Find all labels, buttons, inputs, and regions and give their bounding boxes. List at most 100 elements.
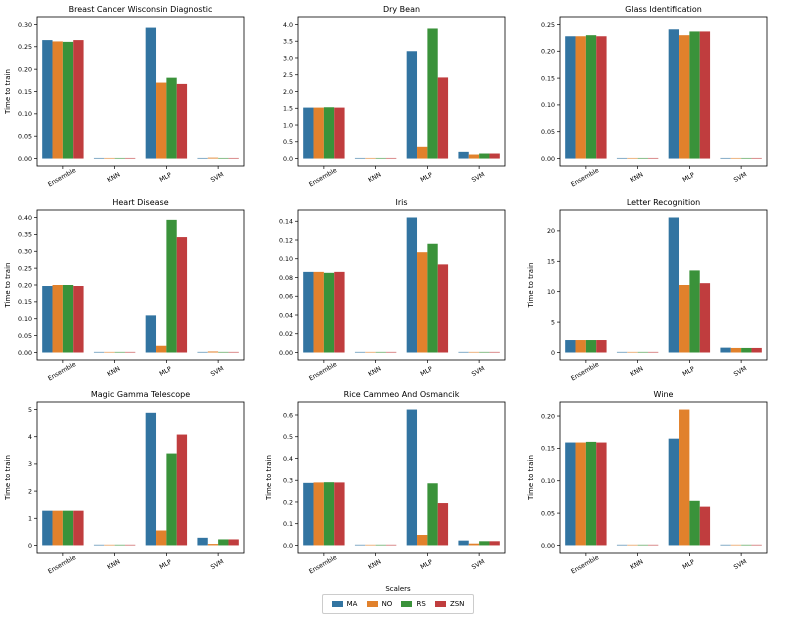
panel-dry-bean-bar-ensemble-ma: [303, 107, 314, 159]
panel-heart-disease-bar-svm-no: [207, 351, 219, 353]
panel-letter-recognition-bar-mlp-no: [679, 285, 690, 353]
panel-wine-bar-ensemble-rs: [585, 441, 597, 546]
panel-dry-bean-ytick-label: 3.5: [283, 39, 293, 46]
panel-glass-identification-bar-ensemble-rs: [585, 35, 597, 159]
panel-dry-bean-bar-mlp-no: [417, 146, 428, 159]
panel-magic-gamma-telescope-bar-ensemble-ma: [42, 510, 53, 546]
panel-wine-bar-ensemble-zsn: [596, 442, 607, 546]
panel-breast-cancer-wisconsin-diagnostic-ytick-label: 0.25: [18, 44, 32, 51]
panel-glass-identification-bar-svm-rs: [741, 157, 752, 159]
panel-letter-recognition-bar-knn-rs: [637, 351, 648, 353]
panel-rice-cammeo-and-osmancik-bar-knn-rs: [375, 544, 386, 546]
panel-dry-bean-ytick-label: 1.5: [283, 106, 293, 113]
panel-heart-disease-bar-svm-zsn: [228, 351, 239, 353]
panel-dry-bean-ytick-label: 0.5: [283, 139, 293, 146]
panel-iris-bar-mlp-ma: [406, 217, 418, 353]
panel-magic-gamma-telescope-bar-mlp-rs: [166, 453, 177, 546]
panel-iris-bar-ensemble-ma: [303, 271, 314, 353]
panel-glass-identification: Glass Identification 0.00 0.05 0.10 0.15 0.20…: [541, 5, 768, 188]
panel-dry-bean-xtick-label-mlp: MLP: [419, 171, 434, 184]
panel-dry-bean-ytick-label: 0.0: [283, 156, 293, 163]
panel-glass-identification-ytick-label: 0.00: [541, 156, 555, 163]
panel-rice-cammeo-and-osmancik-ytick-label: 0.0: [283, 543, 293, 550]
panel-magic-gamma-telescope-ytick-label: 4: [28, 434, 32, 441]
panel-letter-recognition-ytick-label: 20: [547, 228, 555, 235]
panel-letter-recognition-bar-ensemble-zsn: [596, 340, 607, 353]
panel-glass-identification-bar-ensemble-no: [575, 36, 586, 159]
panel-iris-ytick-label: 0.14: [279, 219, 293, 226]
panel-wine-ytick-label: 0.00: [541, 543, 555, 550]
panel-heart-disease-bar-knn-zsn: [124, 351, 136, 353]
panel-breast-cancer-wisconsin-diagnostic-xtick-label-mlp: MLP: [158, 171, 173, 184]
panel-glass-identification-bar-knn-ma: [616, 157, 628, 159]
legend-swatch-no: [366, 601, 378, 607]
panel-heart-disease-bar-svm-ma: [197, 351, 208, 353]
panel-iris-bar-svm-rs: [479, 351, 490, 353]
panel-glass-identification-xtick-label-svm: SVM: [733, 171, 748, 184]
panel-rice-cammeo-and-osmancik-ytick-label: 0.4: [283, 456, 293, 463]
panel-rice-cammeo-and-osmancik-bar-ensemble-ma: [303, 482, 314, 546]
panel-breast-cancer-wisconsin-diagnostic-bar-svm-no: [207, 157, 219, 159]
legend-item-zsn: ZSN: [434, 600, 465, 608]
panel-glass-identification-frame: [559, 16, 768, 167]
panel-glass-identification-xtick-label-mlp: MLP: [681, 171, 696, 184]
panel-wine-ytick-label: 0.05: [541, 510, 555, 517]
panel-wine-bar-ensemble-ma: [565, 442, 576, 546]
panel-breast-cancer-wisconsin-diagnostic-ytick-label: 0.30: [18, 22, 32, 29]
panel-glass-identification-bar-knn-no: [627, 157, 638, 159]
panel-dry-bean-xtick-label-ensemble: Ensemble: [308, 167, 338, 189]
panel-dry-bean-bar-mlp-ma: [406, 51, 418, 159]
panel-dry-bean: Dry Bean 0.0 0.5 1.0 1.5 2.0 2.5 3.0 3.5 4.0 Ensem…: [283, 5, 506, 189]
panel-magic-gamma-telescope-bar-ensemble-no: [52, 510, 63, 546]
panel-magic-gamma-telescope-xtick-label-mlp: MLP: [158, 558, 173, 571]
panel-iris-bar-ensemble-no: [313, 271, 324, 353]
panel-wine-frame: [559, 401, 768, 554]
panel-glass-identification-ytick-label: 0.15: [541, 75, 555, 82]
panel-heart-disease-title: Heart Disease: [112, 198, 168, 207]
panel-glass-identification-bar-svm-no: [730, 157, 742, 159]
panel-iris-bar-svm-no: [468, 351, 480, 353]
panel-wine-ylabel: Time to train: [527, 455, 535, 501]
panel-rice-cammeo-and-osmancik-bar-ensemble-zsn: [334, 482, 345, 546]
panel-letter-recognition-bar-knn-ma: [616, 351, 628, 353]
panel-rice-cammeo-and-osmancik-ytick-label: 0.2: [283, 499, 293, 506]
legend-label-zsn: ZSN: [449, 600, 465, 608]
panel-letter-recognition-xtick-label-mlp: MLP: [681, 365, 696, 378]
panel-rice-cammeo-and-osmancik-bar-svm-no: [468, 543, 480, 546]
panel-letter-recognition-ytick-label: 10: [547, 289, 555, 296]
panel-wine-ytick-label: 0.20: [541, 413, 555, 420]
panel-iris-bar-mlp-no: [417, 252, 428, 353]
panel-letter-recognition-title: Letter Recognition: [627, 198, 700, 207]
panel-dry-bean-ytick-label: 2.0: [283, 89, 293, 96]
panel-breast-cancer-wisconsin-diagnostic: Breast Cancer Wisconsin Diagnostic 0.00 0.…: [4, 5, 245, 188]
panel-rice-cammeo-and-osmancik-xtick-label-ensemble: Ensemble: [308, 554, 338, 576]
panel-heart-disease-ytick-label: 0.10: [18, 316, 32, 323]
panel-rice-cammeo-and-osmancik-xtick-label-svm: SVM: [471, 558, 486, 571]
panel-wine-bar-svm-rs: [741, 544, 752, 546]
panel-heart-disease-bar-ensemble-no: [52, 285, 63, 353]
panel-letter-recognition-bar-mlp-rs: [689, 270, 700, 353]
panel-letter-recognition-bar-svm-no: [730, 347, 742, 353]
panel-wine-xtick-label-mlp: MLP: [681, 558, 696, 571]
panel-glass-identification-bar-ensemble-ma: [565, 36, 576, 159]
panel-iris-bar-ensemble-rs: [323, 272, 335, 353]
panel-iris-ytick-label: 0.10: [279, 256, 293, 263]
panel-magic-gamma-telescope-bar-svm-rs: [218, 539, 229, 546]
panel-wine-xtick-label-ensemble: Ensemble: [570, 554, 600, 576]
panel-dry-bean-xtick-label-knn: KNN: [367, 171, 382, 184]
panel-wine-bar-knn-zsn: [647, 544, 659, 546]
panel-wine-bar-mlp-zsn: [699, 506, 711, 546]
panel-dry-bean-ytick-label: 4.0: [283, 22, 293, 29]
panel-magic-gamma-telescope-bar-svm-zsn: [228, 539, 239, 546]
panel-wine-title: Wine: [654, 390, 674, 399]
panel-breast-cancer-wisconsin-diagnostic-ytick-label: 0.15: [18, 89, 32, 96]
panel-heart-disease-bar-knn-ma: [93, 351, 105, 353]
panel-rice-cammeo-and-osmancik-bar-mlp-zsn: [437, 503, 449, 546]
panel-rice-cammeo-and-osmancik-frame: [297, 401, 506, 554]
panel-breast-cancer-wisconsin-diagnostic-bar-ensemble-ma: [42, 40, 53, 159]
panel-iris-xtick-label-knn: KNN: [367, 365, 382, 378]
legend-item-rs: RS: [401, 600, 426, 608]
panel-letter-recognition-bar-ensemble-no: [575, 340, 586, 353]
panel-heart-disease-ytick-label: 0.30: [18, 249, 32, 256]
panel-wine-bar-svm-no: [730, 544, 742, 546]
